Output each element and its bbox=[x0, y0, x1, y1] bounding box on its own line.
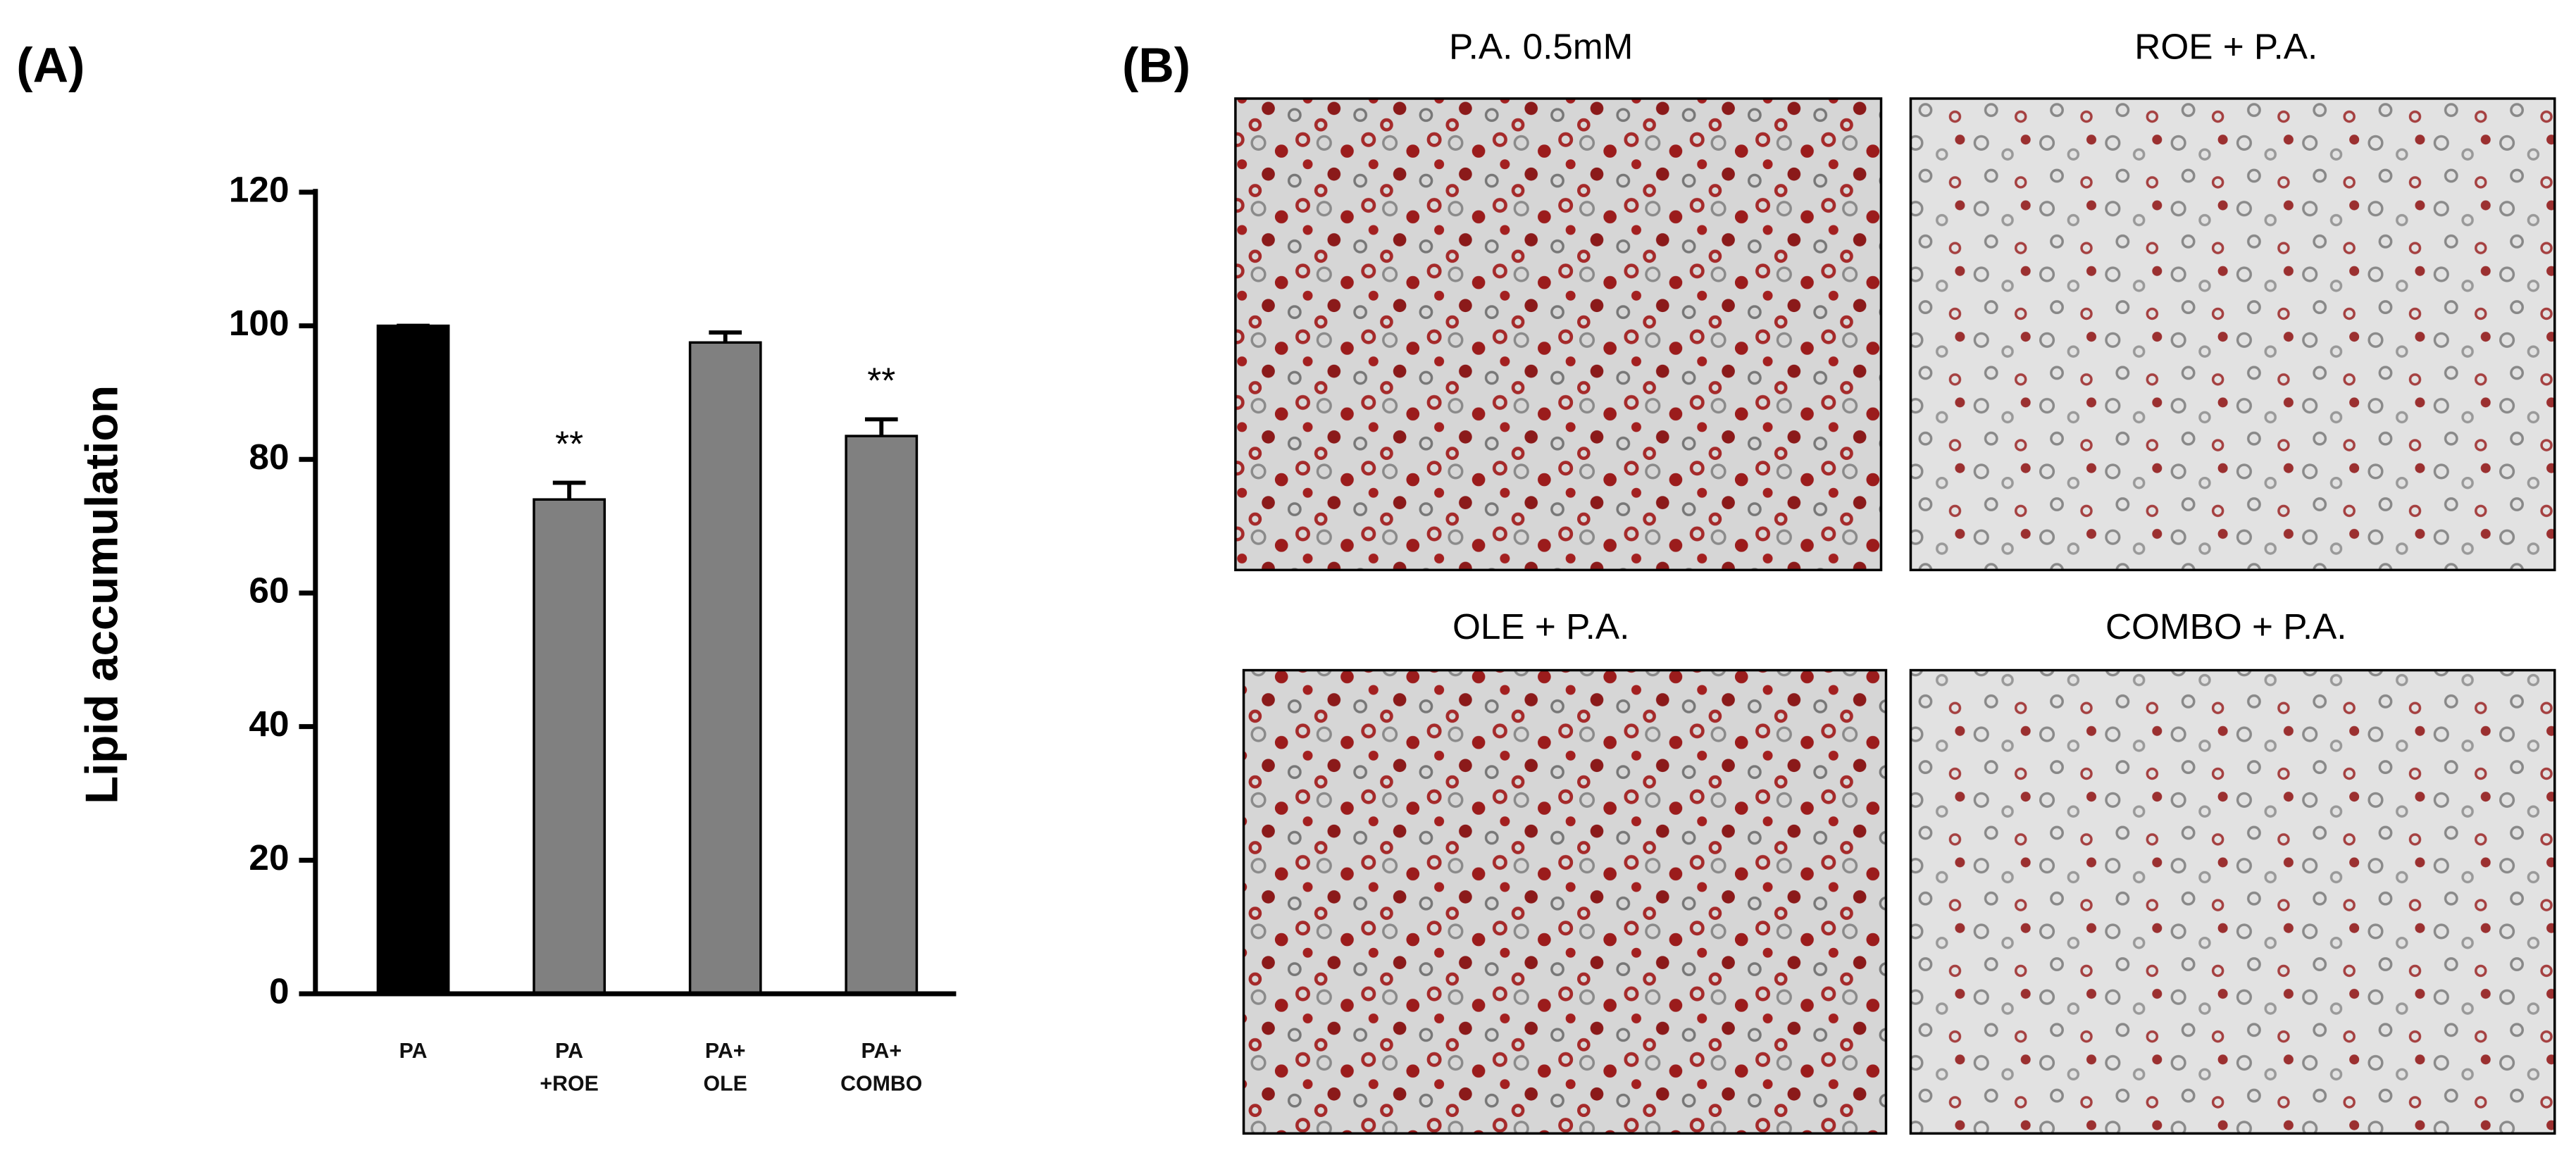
micrograph bbox=[1234, 97, 2556, 1135]
significance-label: ** bbox=[555, 424, 583, 464]
error-bar bbox=[864, 417, 898, 437]
significance-label: ** bbox=[867, 361, 895, 401]
y-tick-label: 100 bbox=[229, 303, 290, 343]
x-tick-label: PA+ COMBO bbox=[840, 1038, 923, 1096]
y-tick-label: 20 bbox=[249, 837, 289, 878]
y-tick-label: 80 bbox=[249, 437, 289, 477]
y-axis-label: Lipid accumulation bbox=[76, 385, 127, 804]
image bbox=[1909, 97, 2556, 572]
bar bbox=[688, 341, 762, 995]
image-title: P.A. 0.5mM bbox=[1449, 27, 1633, 67]
y-tick-label: 0 bbox=[269, 971, 290, 1011]
image bbox=[1909, 668, 2556, 1135]
y-tick-label: 40 bbox=[249, 704, 289, 744]
image bbox=[1242, 668, 1888, 1135]
bar bbox=[533, 498, 606, 995]
panel-label: (B) bbox=[1122, 37, 1190, 92]
image-title: ROE + P.A. bbox=[2134, 27, 2317, 67]
x-tick-label: PA +ROE bbox=[540, 1038, 599, 1096]
x-tick-label: PA bbox=[399, 1038, 428, 1063]
image-title: COMBO + P.A. bbox=[2105, 606, 2347, 647]
error-bar bbox=[709, 330, 742, 343]
bar bbox=[376, 324, 450, 995]
bar bbox=[845, 435, 919, 995]
error-bar bbox=[552, 480, 586, 500]
panel-label: (A) bbox=[16, 37, 85, 92]
y-tick-label: 60 bbox=[249, 570, 289, 611]
y-tick-label: 120 bbox=[229, 169, 290, 209]
image-title: OLE + P.A. bbox=[1452, 606, 1629, 647]
image bbox=[1234, 97, 1883, 572]
x-tick-label: PA+ OLE bbox=[703, 1038, 747, 1096]
